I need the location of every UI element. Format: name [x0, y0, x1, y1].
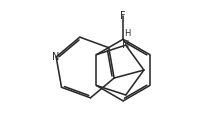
Text: N: N [53, 52, 60, 62]
Text: N: N [122, 40, 129, 50]
Text: H: H [124, 29, 130, 38]
Text: F: F [120, 11, 126, 21]
